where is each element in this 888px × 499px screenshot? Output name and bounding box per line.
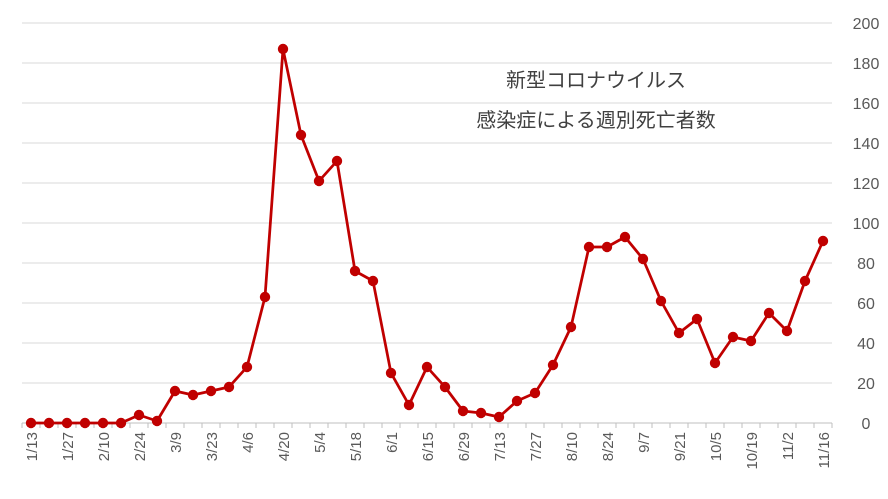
data-point (349, 265, 361, 277)
data-point (187, 389, 199, 401)
data-point (817, 235, 829, 247)
data-point (529, 387, 541, 399)
data-point (799, 275, 811, 287)
data-point (745, 335, 757, 347)
data-point (547, 359, 559, 371)
data-point (763, 307, 775, 319)
data-point (457, 405, 469, 417)
data-point (25, 417, 37, 429)
x-axis-tick-labels: 1/13 1/27 2/10 2/24 3/9 3/23 4/6 4/20 5/4 5/18 6/1… (24, 432, 833, 470)
y-tick-label: 120 (853, 176, 880, 193)
data-point (331, 155, 343, 167)
data-point (133, 409, 145, 421)
x-tick-label: 1/13 (24, 432, 41, 461)
x-tick-label: 8/24 (600, 432, 617, 461)
x-tick-label: 3/9 (168, 432, 185, 453)
y-tick-label: 0 (862, 416, 871, 433)
data-point (673, 327, 685, 339)
annotation-line-1: 新型コロナウイルス (506, 69, 686, 92)
data-point (637, 253, 649, 265)
y-tick-label: 180 (853, 56, 880, 73)
data-point (313, 175, 325, 187)
x-tick-label: 5/18 (348, 432, 365, 461)
y-tick-label: 200 (853, 16, 880, 33)
data-point (493, 411, 505, 423)
x-tick-label: 9/21 (672, 432, 689, 461)
annotation-line-2: 感染症による週別死亡者数 (476, 109, 715, 132)
x-tick-label: 11/2 (780, 432, 797, 460)
y-tick-label: 40 (857, 336, 875, 353)
data-point (565, 321, 577, 333)
data-point (439, 381, 451, 393)
y-axis-tick-labels: 0 20 40 60 80 100 120 140 160 180 200 (853, 16, 880, 433)
x-tick-label: 4/6 (240, 432, 257, 453)
x-tick-label: 7/27 (528, 432, 545, 461)
data-point (115, 417, 127, 429)
data-point (619, 231, 631, 243)
x-tick-label: 6/1 (384, 432, 401, 453)
y-tick-label: 20 (857, 376, 875, 393)
x-tick-label: 9/7 (636, 432, 653, 453)
data-point (727, 331, 739, 343)
series-deaths (25, 43, 829, 429)
data-point (601, 241, 613, 253)
data-point (511, 395, 523, 407)
y-tick-label: 60 (857, 296, 875, 313)
data-point (61, 417, 73, 429)
x-tick-label: 3/23 (204, 432, 221, 461)
data-point (655, 295, 667, 307)
x-tick-label: 6/15 (420, 432, 437, 461)
data-point (241, 361, 253, 373)
data-point (259, 291, 271, 303)
x-tick-label: 2/24 (132, 432, 149, 461)
x-tick-label: 10/19 (744, 432, 761, 470)
data-point (385, 367, 397, 379)
data-point (367, 275, 379, 287)
data-point (79, 417, 91, 429)
data-point (151, 415, 163, 427)
data-point (295, 129, 307, 141)
data-point (205, 385, 217, 397)
x-axis (21, 422, 833, 428)
data-point (169, 385, 181, 397)
y-tick-label: 140 (853, 136, 880, 153)
x-tick-label: 8/10 (564, 432, 581, 461)
data-point (223, 381, 235, 393)
data-point (691, 313, 703, 325)
data-point (475, 407, 487, 419)
x-tick-label: 10/5 (708, 432, 725, 461)
grid-lines (22, 22, 832, 384)
data-point (97, 417, 109, 429)
y-tick-label: 160 (853, 96, 880, 113)
x-tick-label: 2/10 (96, 432, 113, 461)
data-point (709, 357, 721, 369)
data-point (277, 43, 289, 55)
x-tick-label: 7/13 (492, 432, 509, 461)
x-tick-label: 11/16 (816, 432, 833, 468)
y-tick-label: 80 (857, 256, 875, 273)
data-point (403, 399, 415, 411)
data-point (781, 325, 793, 337)
data-point (421, 361, 433, 373)
x-tick-label: 5/4 (312, 432, 329, 453)
chart-annotation: 新型コロナウイルス 感染症による週別死亡者数 (476, 69, 715, 132)
x-tick-label: 4/20 (276, 432, 293, 461)
data-point (583, 241, 595, 253)
x-tick-label: 1/27 (60, 432, 77, 461)
x-tick-label: 6/29 (456, 432, 473, 461)
data-point (43, 417, 55, 429)
y-tick-label: 100 (853, 216, 880, 233)
